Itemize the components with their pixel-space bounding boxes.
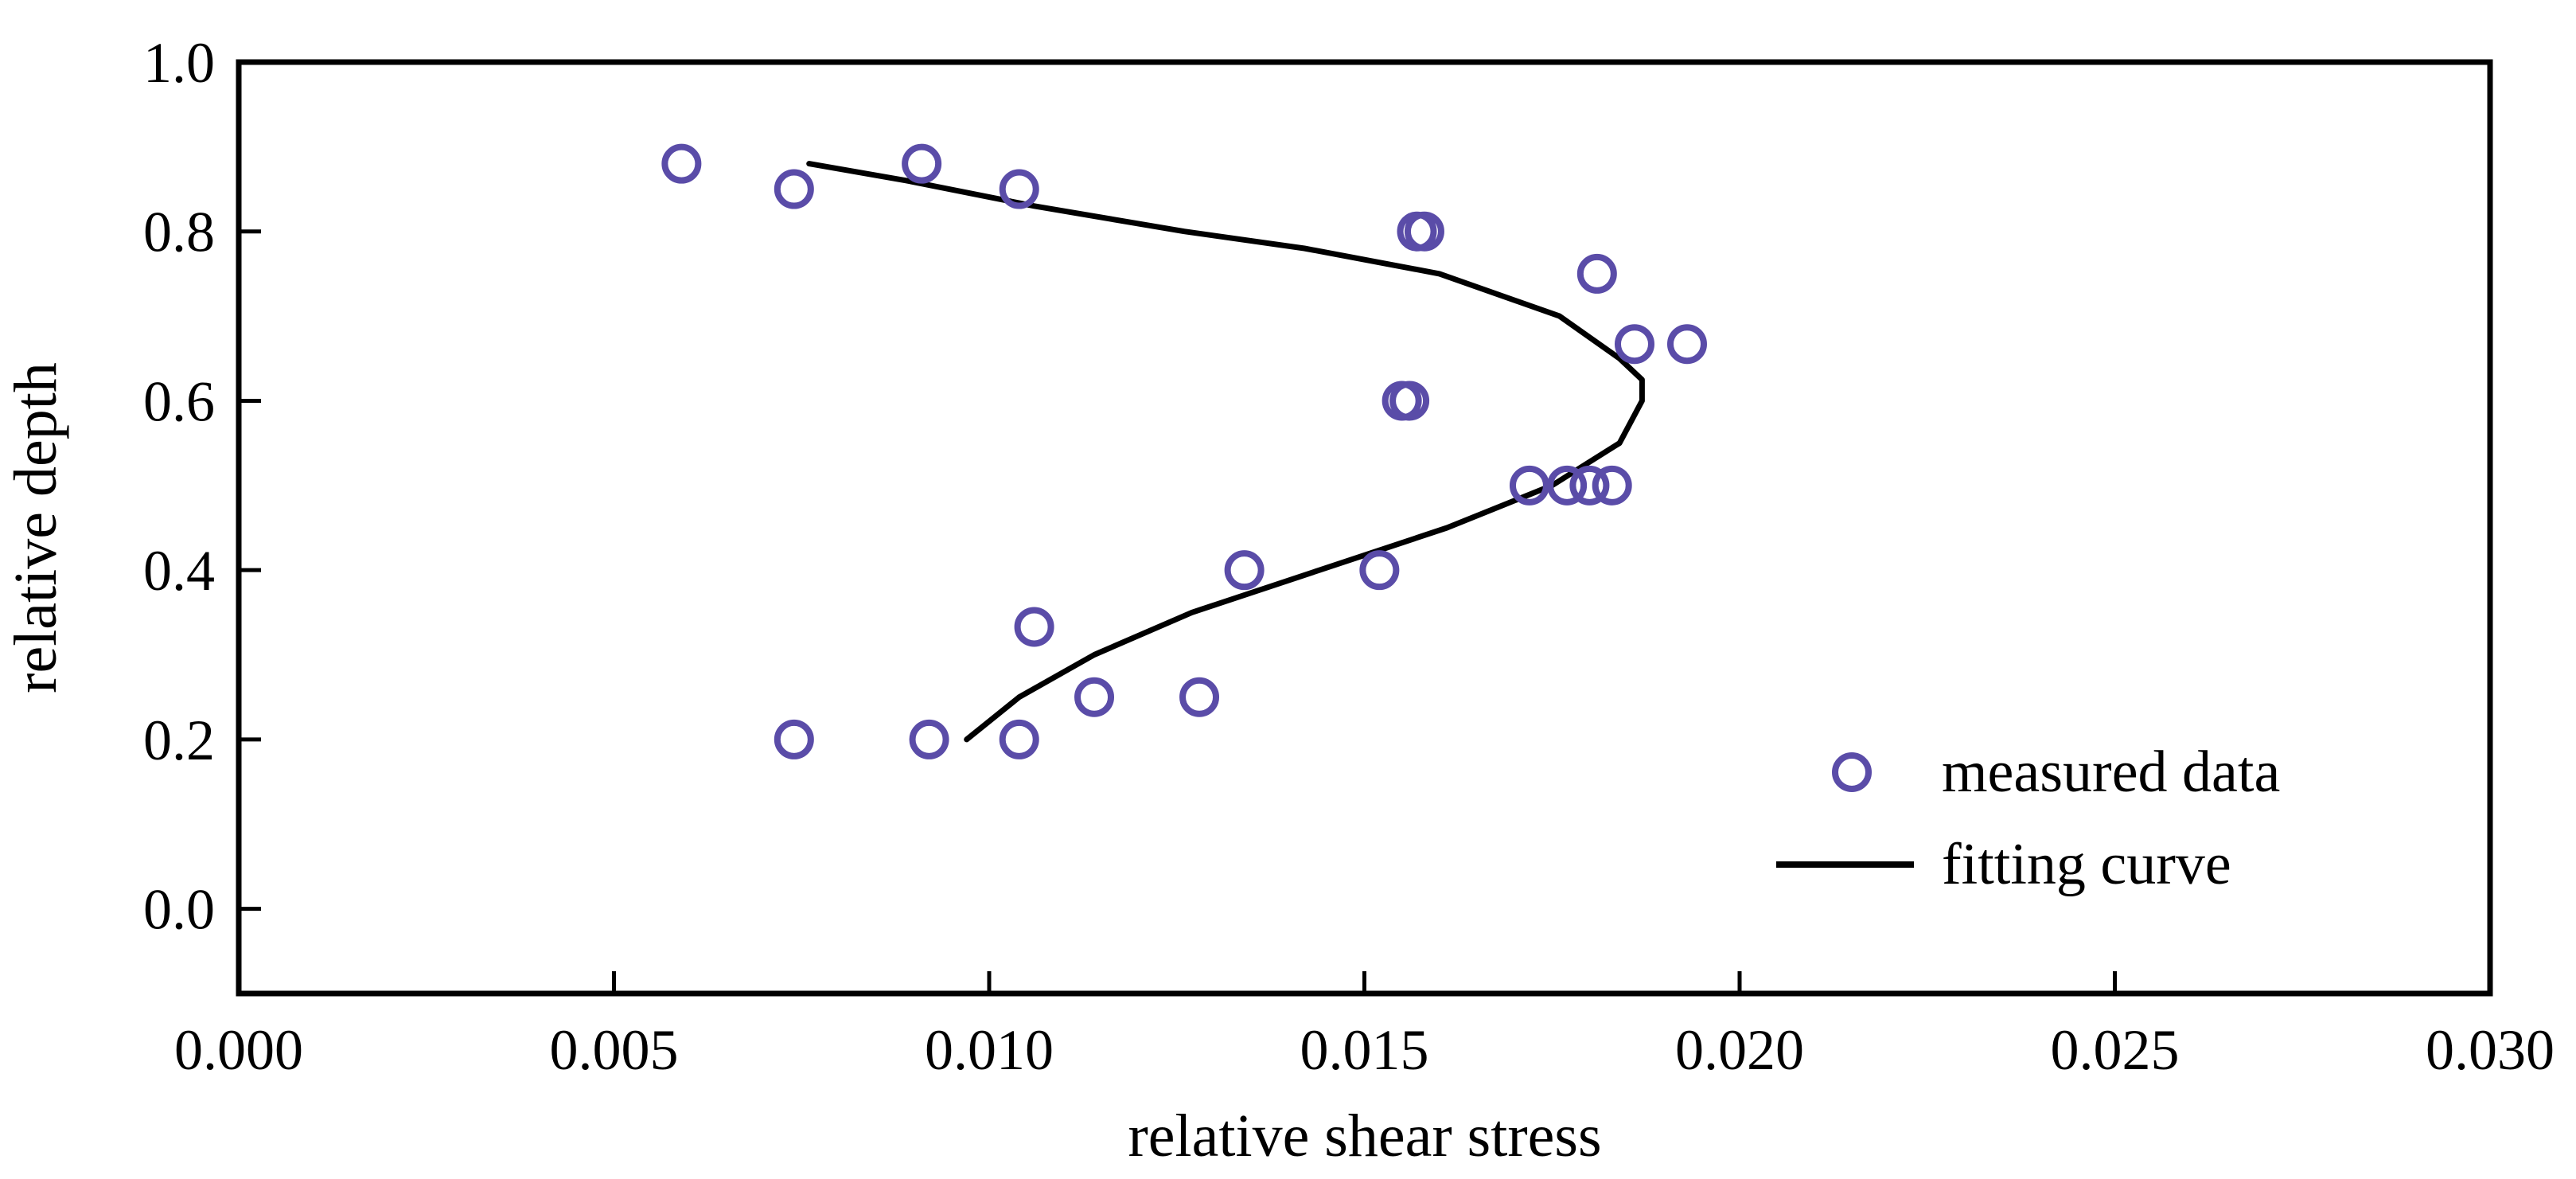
legend-label-measured-data: measured data: [1942, 740, 2280, 805]
measured-data-point: [774, 169, 814, 209]
x-tick-labels: 0.000 0.005 0.010 0.015 0.020 0.025 0.030: [174, 1018, 2555, 1082]
measured-data-point: [1592, 465, 1632, 506]
x-axis-title: relative shear stress: [1128, 1103, 1601, 1169]
measured-data-point: [902, 143, 942, 184]
fitting-curve-line: [806, 161, 1645, 743]
x-tick-label: 0.015: [1300, 1018, 1429, 1082]
measured-data-point: [1569, 465, 1610, 506]
measured-data-point: [1404, 211, 1444, 252]
marker-layer: [661, 143, 1707, 759]
measured-data-point: [1359, 550, 1400, 591]
y-tick-label: 0.0: [143, 878, 215, 942]
legend-label-fitting-curve: fitting curve: [1942, 832, 2231, 897]
measured-data-point: [1179, 677, 1220, 717]
measured-data-point: [999, 719, 1039, 759]
x-tick-label: 0.030: [2426, 1018, 2555, 1082]
measured-data-point: [909, 719, 949, 759]
measured-data-point: [661, 143, 702, 184]
legend-marker-measured-data: [1832, 752, 1872, 792]
x-tick-label: 0.020: [1675, 1018, 1804, 1082]
measured-data-point: [1389, 381, 1430, 421]
measured-data-point: [1509, 465, 1549, 506]
measured-data-point: [1666, 324, 1707, 365]
y-tick-label: 0.4: [143, 539, 215, 603]
measured-data-point: [1014, 607, 1054, 647]
x-tick-label: 0.005: [550, 1018, 679, 1082]
y-tick-label: 1.0: [143, 31, 215, 95]
y-axis-title: relative depth: [2, 362, 69, 693]
measured-data-point: [1074, 677, 1115, 717]
y-tick-label: 0.6: [143, 369, 215, 433]
x-tick-label: 0.000: [174, 1018, 303, 1082]
measured-data-point: [999, 169, 1039, 209]
curve-layer: [806, 161, 1645, 743]
measured-data-point: [774, 719, 814, 759]
x-tick-label: 0.010: [925, 1018, 1054, 1082]
x-tick-label: 0.025: [2051, 1018, 2180, 1082]
measured-data-point: [1614, 324, 1654, 365]
plot-frame: [236, 59, 2493, 997]
y-tick-label: 0.2: [143, 709, 215, 772]
y-tick-labels: 0.0 0.2 0.4 0.6 0.8 1.0: [143, 31, 215, 942]
measured-data-point: [1576, 253, 1617, 294]
measured-data-point: [1547, 465, 1588, 506]
y-tick-label: 0.8: [143, 201, 215, 264]
measured-data-point: [1224, 550, 1265, 591]
legend: measured data fitting curve: [1776, 740, 2280, 897]
